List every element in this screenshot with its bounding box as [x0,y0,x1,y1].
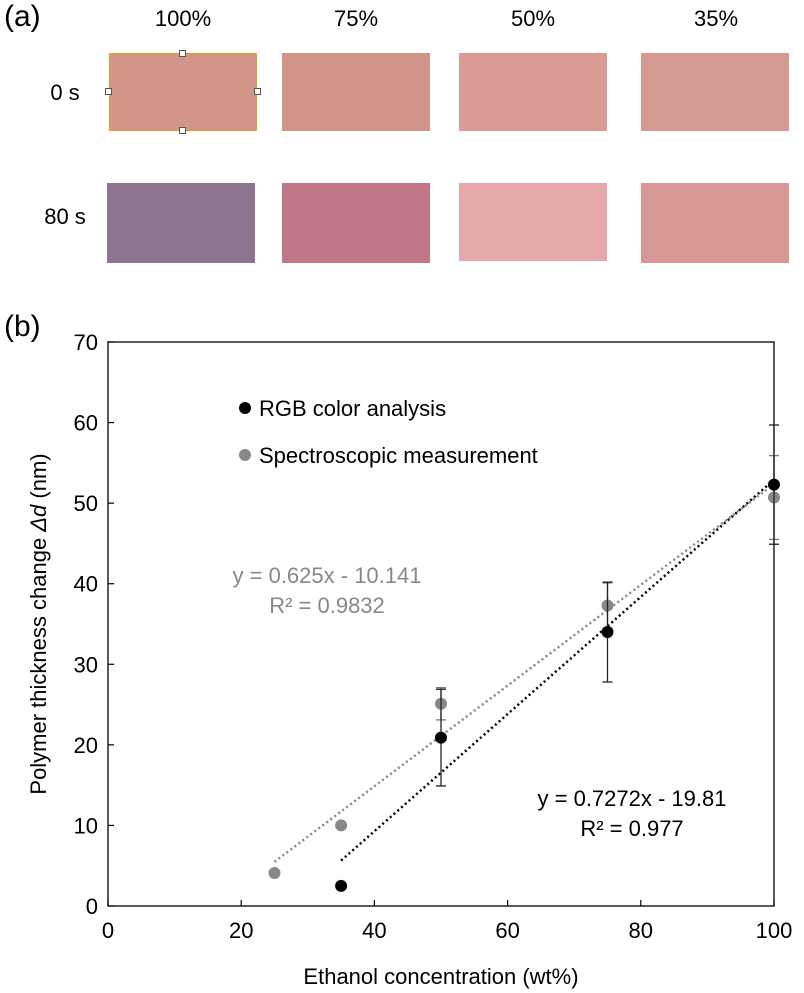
swatch-80s-35 [641,183,789,263]
y-tick-label: 30 [74,652,98,677]
fit-r2-rgb: R² = 0.977 [580,816,683,841]
fit-equation-spectroscopic: y = 0.625x - 10.141 [233,563,422,588]
x-tick-label: 20 [229,918,253,943]
swatch-0s-100 [109,53,257,131]
legend-marker-rgb [239,402,251,414]
panel-a-label: (a) [4,0,41,33]
fit-equation-rgb: y = 0.7272x - 19.81 [538,786,727,811]
swatch-0s-50 [459,53,607,131]
x-tick-label: 100 [756,918,793,943]
data-point-spectroscopic [268,866,281,879]
y-tick-label: 50 [74,491,98,516]
data-point-rgb [768,478,780,491]
fit-r2-spectroscopic: R² = 0.9832 [269,593,385,618]
selection-handle[interactable] [254,88,261,95]
data-point-spectroscopic [335,819,348,832]
y-axis-label: Polymer thickness change Δd (nm) [26,453,51,794]
swatch-80s-100 [107,183,255,263]
selection-handle[interactable] [105,88,112,95]
x-tick-label: 80 [629,918,653,943]
x-tick-label: 40 [362,918,386,943]
trendline-rgb [340,478,775,862]
trendline-spectroscopic [273,483,775,863]
swatch-0s-35 [641,53,789,131]
plot-frame [107,341,775,907]
row-label-80s: 80 s [44,204,86,229]
panel-b-label: (b) [4,310,41,343]
x-axis-label: Ethanol concentration (wt%) [303,964,578,989]
selection-handle[interactable] [179,50,186,57]
legend-label-rgb: RGB color analysis [259,396,446,421]
column-label-35: 35% [693,6,739,31]
legend-label-spectroscopic: Spectroscopic measurement [259,443,538,468]
data-point-rgb [435,731,447,744]
column-label-100: 100% [154,6,212,31]
y-tick-label: 10 [74,813,98,838]
column-label-75: 75% [333,6,379,31]
x-tick-label: 0 [102,918,114,943]
y-tick-label: 0 [86,894,98,919]
swatch-80s-75 [282,183,430,263]
selection-handle[interactable] [179,127,186,134]
x-tick-label: 60 [495,918,519,943]
y-tick-label: 60 [74,411,98,436]
column-label-50: 50% [510,6,556,31]
y-tick-label: 20 [74,733,98,758]
data-point-rgb [601,626,614,639]
legend-marker-spectroscopic [239,449,251,461]
y-tick-label: 70 [74,330,98,355]
swatch-80s-50 [459,183,607,261]
y-tick-label: 40 [74,572,98,597]
swatch-0s-75 [282,53,430,131]
row-label-0s: 0 s [50,80,80,105]
data-point-rgb [335,879,348,892]
